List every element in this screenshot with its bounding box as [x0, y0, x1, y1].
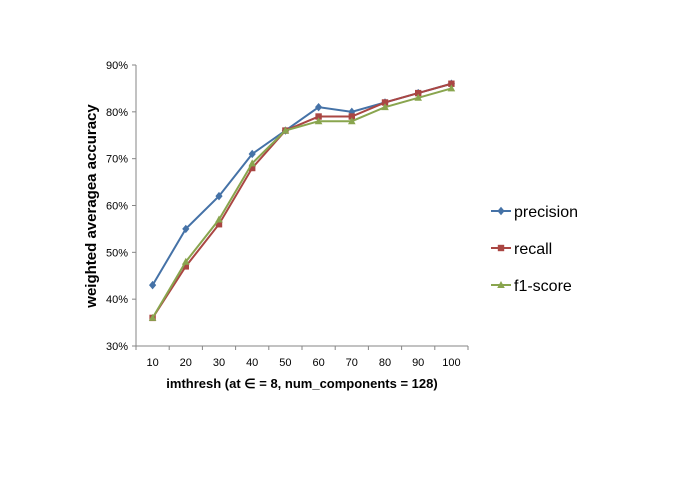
y-tick-label: 30% [106, 341, 128, 353]
y-tick-label: 90% [106, 60, 128, 72]
data-point-f1-score [348, 117, 356, 125]
data-point-f1-score [182, 257, 190, 265]
data-point-recall [415, 89, 422, 97]
legend-label-recall: recall [514, 241, 552, 258]
y-ticks: 30% 40% 50% 60% 70% 80% 90% [106, 60, 136, 353]
data-point-recall [215, 221, 223, 228]
data-point-f1-score [215, 215, 223, 223]
data-point-precision [248, 149, 256, 159]
data-point-f1-score [381, 103, 389, 111]
data-point-f1-score [148, 313, 157, 321]
data-point-f1-score [281, 126, 290, 134]
series-line-recall [151, 82, 452, 319]
y-axis-title: weighted averagea accuracy [83, 104, 100, 309]
series-line-precision [151, 82, 452, 286]
data-point-precision [215, 191, 223, 201]
legend-marker-f1-score [497, 281, 505, 288]
x-tick-label: 30 [213, 357, 225, 369]
x-tick-label: 20 [180, 357, 192, 369]
x-tick-label: 60 [312, 357, 324, 369]
y-tick-label: 60% [106, 201, 128, 213]
data-point-precision [182, 224, 190, 234]
y-tick-label: 80% [106, 107, 128, 119]
data-point-precision [149, 280, 157, 290]
x-tick-label: 40 [246, 357, 258, 369]
y-tick-label: 70% [106, 154, 128, 166]
data-point-recall [249, 164, 256, 172]
data-point-recall [348, 113, 355, 120]
data-point-f1-score [314, 117, 323, 125]
x-tick-label: 100 [442, 357, 460, 369]
y-tick-label: 40% [106, 294, 128, 306]
x-tick-label: 10 [146, 357, 158, 369]
x-tick-label: 90 [412, 357, 424, 369]
data-point-recall [182, 263, 189, 270]
data-point-recall [381, 99, 389, 106]
series-line-f1-score [151, 87, 452, 319]
data-point-recall [315, 113, 322, 120]
legend-marker-precision [497, 206, 505, 216]
y-tick-label: 50% [106, 247, 128, 259]
data-point-precision [315, 102, 323, 112]
data-point-f1-score [447, 84, 456, 92]
x-ticks: 10 20 30 40 50 60 70 80 90 100 [135, 346, 469, 369]
x-tick-label: 50 [279, 357, 291, 369]
legend-label-precision: precision [514, 204, 578, 221]
x-tick-label: 70 [346, 357, 358, 369]
axes [135, 65, 468, 347]
data-point-f1-score [414, 93, 422, 101]
legend: precision recall f1-score [491, 204, 578, 295]
x-axis-title: imthresh (at ∈ = 8, num_components = 128… [166, 376, 437, 391]
legend-label-f1-score: f1-score [514, 278, 572, 295]
data-point-f1-score [248, 159, 256, 167]
data-point-recall [448, 80, 455, 87]
x-tick-label: 80 [379, 357, 391, 369]
legend-marker-recall [497, 244, 505, 252]
series-layer [148, 79, 456, 322]
